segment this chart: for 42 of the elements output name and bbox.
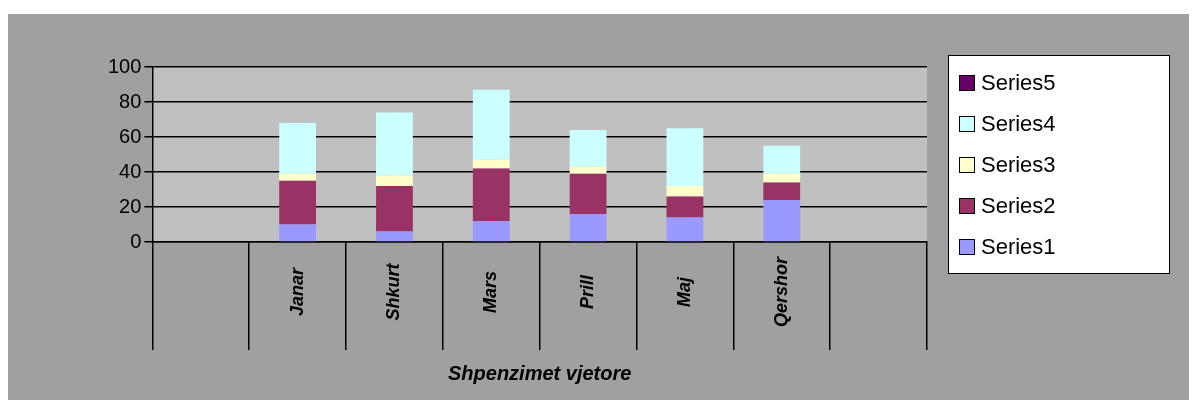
x-tick-label: Prill [577, 274, 598, 310]
bar [376, 175, 413, 186]
bar [569, 173, 607, 214]
bar [279, 123, 317, 174]
x-tick-label: Mars [480, 270, 501, 314]
y-tick-label: 40 [119, 159, 142, 182]
x-tick-label: Janar [286, 267, 307, 317]
bar [763, 200, 801, 242]
bar [569, 214, 607, 242]
legend-label: Series2 [981, 192, 1056, 219]
bar [763, 145, 801, 174]
bar [763, 173, 801, 183]
bar [279, 173, 317, 181]
x-tick-label: Qershor [770, 256, 791, 328]
bar [472, 221, 510, 242]
bar [666, 196, 704, 218]
y-tick-label: 20 [119, 194, 142, 217]
bar [472, 159, 510, 169]
x-tick-label: Maj [673, 276, 694, 308]
bar [472, 168, 510, 221]
bar [279, 180, 317, 225]
bar [376, 231, 413, 242]
y-tick-label: 80 [119, 89, 142, 112]
legend-label: Series3 [981, 151, 1056, 178]
bar [279, 224, 317, 242]
x-tick-label: Shkurt [383, 262, 404, 321]
bar [376, 186, 413, 232]
bar [376, 112, 413, 176]
y-tick-label: 0 [130, 229, 142, 252]
y-tick-label: 100 [107, 54, 142, 77]
x-axis-title: Shpenzimet vjetore [447, 361, 632, 384]
bar [569, 166, 607, 174]
bar [666, 186, 704, 197]
legend-label: Series1 [981, 233, 1056, 260]
y-tick-label: 60 [119, 124, 142, 147]
bar [472, 89, 510, 160]
bar [666, 217, 704, 242]
legend-label: Series5 [981, 69, 1056, 96]
bar [569, 130, 607, 167]
bar [763, 182, 801, 200]
bar [666, 128, 704, 186]
legend-label: Series4 [981, 110, 1056, 137]
